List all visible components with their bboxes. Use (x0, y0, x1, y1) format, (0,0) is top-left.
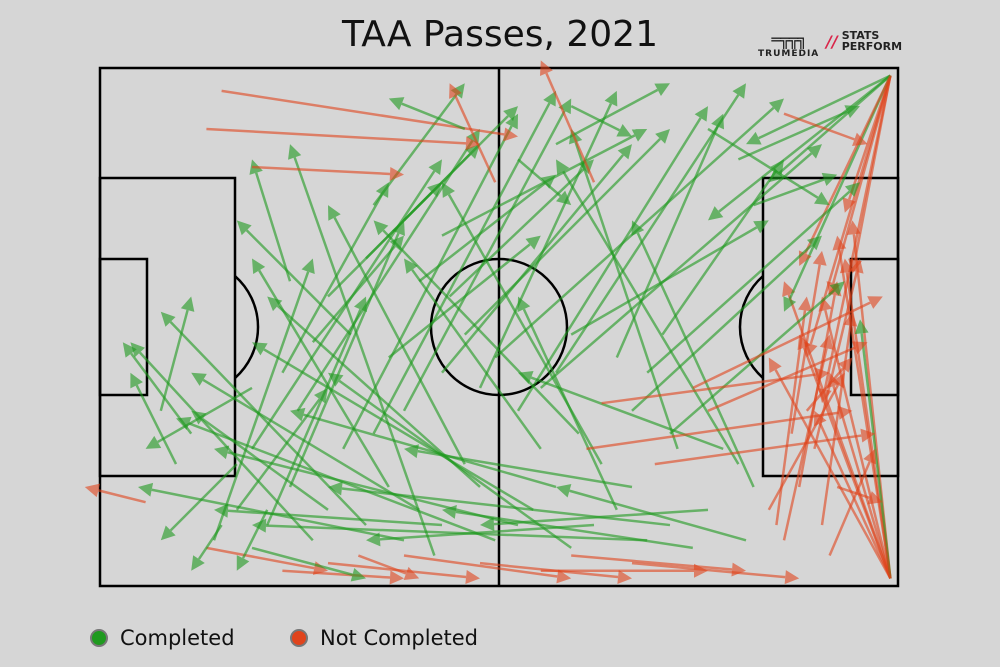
incomplete-pass-arrow (539, 60, 596, 183)
completed-pass-arrow (191, 372, 420, 511)
completed-pass-arrow (122, 342, 193, 435)
completed-pass-arrow (342, 113, 518, 450)
completed-pass-arrow (517, 158, 572, 206)
incomplete-pass-arrow (479, 561, 632, 584)
incomplete-pass-arrow (775, 296, 812, 526)
completed-pass-arrow (854, 319, 892, 579)
completed-pass-arrow (372, 90, 556, 435)
legend-not-completed: Not Completed (290, 626, 478, 650)
completed-pass-arrow (252, 342, 534, 511)
incomplete-pass-arrow (820, 311, 858, 526)
completed-pass-arrow (252, 258, 390, 488)
completed-pass-arrow (236, 509, 269, 571)
incomplete-pass-arrow (654, 428, 876, 466)
incomplete-pass-arrow (449, 83, 497, 183)
completed-legend-marker (90, 629, 108, 647)
incomplete-pass-arrow (813, 258, 864, 450)
completed-pass-arrow (250, 159, 442, 450)
completed-pass-arrow (746, 74, 891, 145)
completed-pass-arrow (281, 182, 389, 374)
incomplete-pass-arrow (206, 127, 480, 151)
completed-pass-arrow (404, 258, 542, 450)
completed-pass-arrow (251, 546, 366, 582)
incomplete-pass-arrow (357, 554, 420, 581)
completed-pass-arrow (403, 106, 518, 222)
incomplete-pass-arrow (783, 112, 868, 146)
completed-pass-arrow (708, 74, 892, 221)
legend-label-completed: Completed (120, 626, 235, 650)
completed-pass-arrow (130, 372, 178, 465)
completed-pass-arrow (212, 258, 315, 541)
completed-pass-arrow (646, 182, 860, 374)
completed-pass-arrow (753, 172, 838, 207)
completed-pass-arrow (737, 105, 860, 161)
completed-pass-arrow (707, 127, 830, 206)
completed-pass-arrow (441, 128, 648, 237)
completed-pass-arrow (556, 159, 740, 465)
incomplete-pass-arrow (251, 165, 404, 181)
incomplete-pass-arrow (768, 357, 892, 579)
completed-pass-arrow (191, 524, 223, 571)
completed-pass-arrow (518, 371, 724, 451)
incomplete-pass-arrow (692, 296, 883, 390)
left-six-yard-box (98, 257, 149, 397)
incomplete-pass-arrow (84, 483, 146, 504)
incomplete-pass-arrow (403, 554, 572, 584)
legend-label-not-completed: Not Completed (320, 626, 479, 650)
completed-pass-arrow (441, 144, 632, 374)
completed-pass-arrow (160, 463, 238, 541)
legend-completed: Completed (90, 626, 235, 650)
trumedia-logo-text: TRUMEDIA (758, 49, 820, 59)
completed-pass-arrow (288, 220, 405, 488)
completed-pass-arrow (388, 97, 466, 131)
completed-pass-arrow (388, 235, 541, 359)
chart-title: TAA Passes, 2021 (342, 14, 658, 55)
completed-pass-arrow (159, 296, 195, 412)
completed-pass-arrow (615, 113, 725, 358)
incomplete-pass-arrow (586, 405, 853, 451)
completed-pass-arrow (235, 387, 328, 511)
not-completed-legend-marker (290, 629, 308, 647)
stats-perform-logo-text: STATS PERFORM (841, 29, 903, 53)
completed-pass-arrow (494, 98, 784, 359)
incomplete-pass-arrow (842, 75, 892, 213)
completed-pass-arrow (570, 104, 632, 137)
completed-pass-arrow (631, 235, 822, 412)
completed-pass-arrow (290, 407, 557, 489)
right-penalty-arc (738, 275, 764, 379)
completed-pass-arrow (539, 144, 822, 389)
completed-pass-arrow (402, 98, 572, 412)
incomplete-pass-arrow (828, 448, 877, 557)
left-penalty-arc (234, 275, 260, 379)
completed-pass-arrow (661, 159, 784, 336)
completed-pass-arrow (214, 445, 519, 527)
completed-pass-arrow (556, 484, 747, 542)
completed-pass-arrow (138, 482, 405, 542)
incomplete-pass-arrow (836, 485, 883, 505)
completed-pass-arrow (191, 410, 329, 511)
completed-pass-arrow (463, 128, 670, 336)
incomplete-pass-arrow (790, 250, 827, 434)
stats-perform-logo: // STATS PERFORM (826, 30, 912, 52)
left-penalty-box (98, 176, 237, 478)
completed-pass-arrow (516, 106, 708, 412)
completed-pass-arrow (478, 90, 618, 389)
completed-pass-arrow (372, 83, 465, 206)
incomplete-pass-arrow (601, 367, 830, 405)
incomplete-pass-arrow (282, 569, 404, 585)
completed-pass-arrow (373, 220, 580, 435)
completed-pass-arrow (669, 281, 845, 435)
trumedia-logo: ═╦╦╗ TRUMEDIA (758, 30, 820, 59)
incomplete-pass-arrow (631, 561, 800, 585)
incomplete-pass-arrow (805, 357, 853, 412)
completed-pass-arrow (288, 144, 436, 556)
completed-pass-arrow (311, 235, 404, 344)
completed-pass-arrow (145, 386, 253, 449)
